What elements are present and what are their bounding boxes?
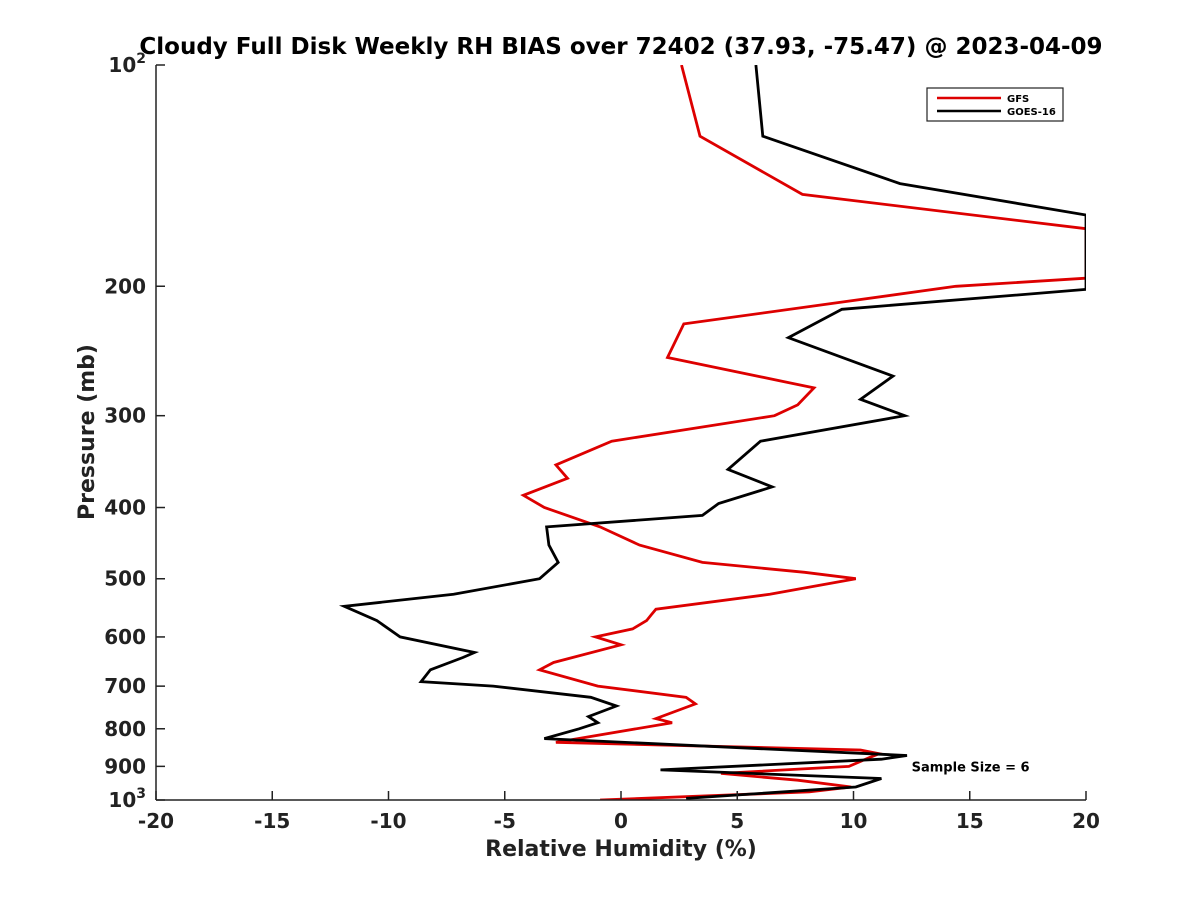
x-tick-label: 10 bbox=[840, 809, 868, 833]
x-tick-label: -15 bbox=[254, 809, 290, 833]
y-tick-label: 800 bbox=[104, 717, 146, 741]
series-line-goes-16 bbox=[338, 65, 1086, 800]
sample-size-annotation: Sample Size = 6 bbox=[912, 760, 1030, 775]
y-axis-ticks: 102 200 300 400 500 600 700 800 900 103 bbox=[104, 51, 165, 812]
x-axis-ticks: -20 -15 -10 -5 0 5 10 15 20 bbox=[138, 791, 1100, 833]
legend-label: GOES-16 bbox=[1007, 107, 1056, 118]
x-tick-label: -5 bbox=[494, 809, 516, 833]
y-tick-label: 500 bbox=[104, 567, 146, 591]
legend-label: GFS bbox=[1007, 94, 1029, 105]
legend: GFS GOES-16 bbox=[926, 87, 1064, 122]
x-tick-label: 0 bbox=[614, 809, 628, 833]
y-tick-label: 700 bbox=[104, 674, 146, 698]
y-tick-label: 103 bbox=[108, 786, 146, 812]
x-tick-label: 15 bbox=[956, 809, 984, 833]
y-tick-label: 400 bbox=[104, 496, 146, 520]
y-tick-label: 900 bbox=[104, 754, 146, 778]
y-tick-label: 102 bbox=[108, 51, 146, 77]
y-tick-label: 300 bbox=[104, 404, 146, 428]
x-axis-title: Relative Humidity (%) bbox=[485, 837, 757, 862]
x-tick-label: 5 bbox=[730, 809, 744, 833]
y-tick-label: 200 bbox=[104, 274, 146, 298]
chart-title: Cloudy Full Disk Weekly RH BIAS over 724… bbox=[139, 34, 1102, 60]
x-tick-label: -20 bbox=[138, 809, 174, 833]
annotations: Sample Size = 6 bbox=[912, 760, 1030, 775]
plot-area bbox=[338, 65, 1086, 800]
x-tick-label: 20 bbox=[1072, 809, 1100, 833]
x-tick-label: -10 bbox=[370, 809, 406, 833]
y-tick-label: 600 bbox=[104, 625, 146, 649]
y-axis-title: Pressure (mb) bbox=[75, 344, 100, 520]
legend-box bbox=[926, 87, 1064, 122]
series-line-gfs bbox=[520, 65, 1086, 800]
